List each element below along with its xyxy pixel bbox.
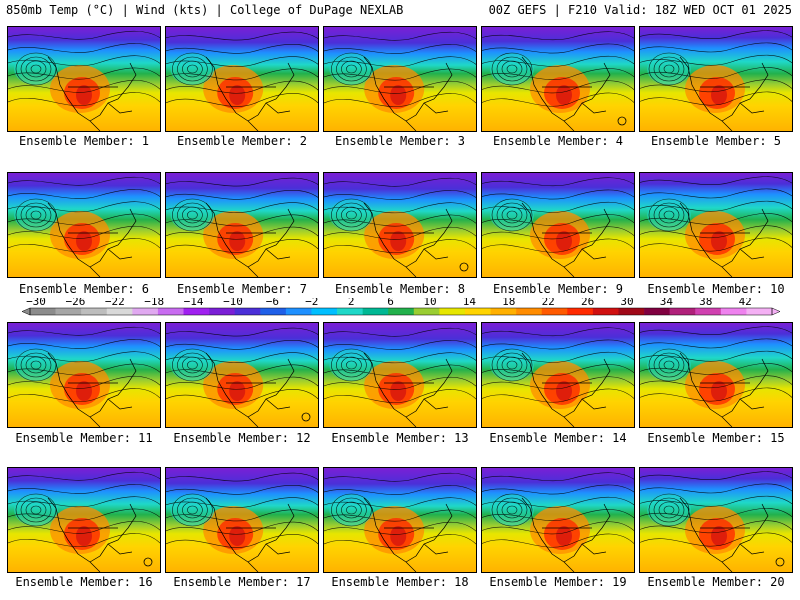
member-map-12[interactable] [165,322,319,428]
member-label-6: Ensemble Member: 6 [18,282,150,296]
colorbar-tick-label: −6 [266,298,279,308]
member-map-7[interactable] [165,172,319,278]
colorbar-swatch [30,308,56,315]
colorbar-swatch [567,308,594,315]
colorbar-swatch [311,308,338,315]
colorbar-swatch [464,308,491,315]
member-map-3[interactable] [323,26,477,132]
colorbar-swatch [592,308,619,315]
temperature-colorbar: −30 −26 −22 −18 −14 −10 −6 −2 2 6 10 14 18 22 26 30 34 38… [21,298,781,316]
colorbar-swatch [132,308,159,315]
colorbar-swatch [234,308,261,315]
colorbar-tick-label: 38 [699,298,712,308]
member-map-18[interactable] [323,467,477,573]
colorbar-swatch [362,308,389,315]
member-map-6[interactable] [7,172,161,278]
colorbar-tick-label: 6 [387,298,394,308]
colorbar-tick-label: −30 [26,298,46,308]
member-label-5: Ensemble Member: 5 [650,134,782,148]
member-label-9: Ensemble Member: 9 [492,282,624,296]
member-map-8[interactable] [323,172,477,278]
colorbar-swatch [516,308,543,315]
colorbar-swatch [746,308,773,315]
member-map-10[interactable] [639,172,793,278]
colorbar-swatch [541,308,568,315]
colorbar-tick-label: 42 [739,298,752,308]
member-map-5[interactable] [639,26,793,132]
member-map-15[interactable] [639,322,793,428]
colorbar-tick-label: 22 [542,298,555,308]
member-map-9[interactable] [481,172,635,278]
colorbar-min-arrow [21,307,31,316]
member-map-4[interactable] [481,26,635,132]
colorbar-swatch [106,308,133,315]
member-label-7: Ensemble Member: 7 [176,282,308,296]
member-label-12: Ensemble Member: 12 [173,431,311,445]
valid-time: 00Z GEFS | F210 Valid: 18Z WED OCT 01 20… [488,3,792,17]
colorbar-tick-label: 26 [581,298,594,308]
colorbar-tick-label: 2 [348,298,355,308]
colorbar-max-arrow [771,307,781,316]
colorbar-tick-label: −22 [105,298,125,308]
colorbar-tick-label: 34 [660,298,674,308]
colorbar-swatch [55,308,82,315]
member-label-19: Ensemble Member: 19 [489,575,627,589]
member-label-17: Ensemble Member: 17 [173,575,311,589]
colorbar-swatch [81,308,108,315]
member-map-14[interactable] [481,322,635,428]
member-map-13[interactable] [323,322,477,428]
member-label-2: Ensemble Member: 2 [176,134,308,148]
member-label-10: Ensemble Member: 10 [647,282,785,296]
member-map-16[interactable] [7,467,161,573]
colorbar-swatch [490,308,517,315]
colorbar-tick-label: 30 [620,298,633,308]
colorbar-swatch [209,308,235,315]
colorbar-tick-label: 14 [463,298,477,308]
colorbar-tick-label: −26 [65,298,85,308]
member-label-13: Ensemble Member: 13 [331,431,469,445]
member-label-3: Ensemble Member: 3 [334,134,466,148]
member-label-4: Ensemble Member: 4 [492,134,624,148]
colorbar-tick-label: −10 [223,298,243,308]
colorbar-swatch [439,308,466,315]
colorbar-swatch [720,308,747,315]
colorbar-tick-label: −2 [305,298,318,308]
member-map-2[interactable] [165,26,319,132]
colorbar-swatch [157,308,184,315]
colorbar-swatch [388,308,415,315]
member-label-16: Ensemble Member: 16 [15,575,153,589]
member-label-14: Ensemble Member: 14 [489,431,627,445]
colorbar-tick-label: 18 [502,298,515,308]
colorbar-swatch [669,308,696,315]
colorbar-swatch [285,308,312,315]
colorbar-swatch [260,308,287,315]
colorbar-swatch [618,308,645,315]
member-label-15: Ensemble Member: 15 [647,431,785,445]
colorbar-swatch [644,308,670,315]
colorbar-tick-label: −14 [184,298,204,308]
member-map-19[interactable] [481,467,635,573]
member-label-8: Ensemble Member: 8 [334,282,466,296]
colorbar-swatch [413,308,440,315]
colorbar-swatch [695,308,722,315]
colorbar-swatch [183,308,210,315]
member-map-20[interactable] [639,467,793,573]
member-map-1[interactable] [7,26,161,132]
colorbar-tick-label: −18 [144,298,164,308]
member-label-20: Ensemble Member: 20 [647,575,785,589]
member-map-11[interactable] [7,322,161,428]
colorbar-tick-label: 10 [423,298,436,308]
member-label-1: Ensemble Member: 1 [18,134,150,148]
member-map-17[interactable] [165,467,319,573]
member-label-18: Ensemble Member: 18 [331,575,469,589]
map-title: 850mb Temp (°C) | Wind (kts) | College o… [6,3,404,17]
member-label-11: Ensemble Member: 11 [15,431,153,445]
colorbar-swatch [337,308,363,315]
